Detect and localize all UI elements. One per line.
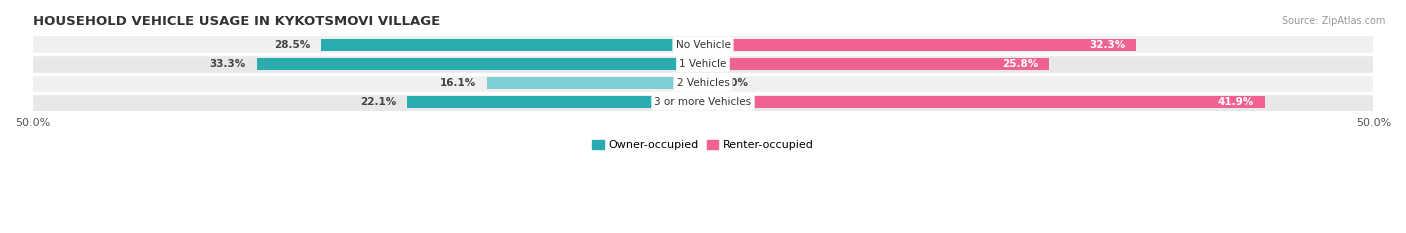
Bar — [486, 77, 703, 89]
Bar — [703, 39, 1136, 51]
Text: HOUSEHOLD VEHICLE USAGE IN KYKOTSMOVI VILLAGE: HOUSEHOLD VEHICLE USAGE IN KYKOTSMOVI VI… — [32, 15, 440, 28]
Text: 0.0%: 0.0% — [718, 78, 748, 88]
Bar — [32, 74, 1374, 92]
Text: No Vehicle: No Vehicle — [675, 40, 731, 50]
Text: Source: ZipAtlas.com: Source: ZipAtlas.com — [1281, 16, 1385, 26]
Bar — [321, 39, 703, 51]
Bar — [32, 55, 1374, 73]
Text: 16.1%: 16.1% — [440, 78, 477, 88]
Text: 33.3%: 33.3% — [209, 59, 246, 69]
Text: 32.3%: 32.3% — [1090, 40, 1125, 50]
Bar — [32, 94, 1374, 111]
Bar — [32, 36, 1374, 54]
Text: 25.8%: 25.8% — [1002, 59, 1038, 69]
Text: 28.5%: 28.5% — [274, 40, 311, 50]
Legend: Owner-occupied, Renter-occupied: Owner-occupied, Renter-occupied — [592, 140, 814, 150]
Text: 41.9%: 41.9% — [1218, 97, 1254, 107]
Bar — [406, 96, 703, 108]
Bar — [256, 58, 703, 70]
Text: 22.1%: 22.1% — [360, 97, 396, 107]
Bar — [703, 58, 1049, 70]
Text: 2 Vehicles: 2 Vehicles — [676, 78, 730, 88]
Text: 3 or more Vehicles: 3 or more Vehicles — [654, 97, 752, 107]
Text: 1 Vehicle: 1 Vehicle — [679, 59, 727, 69]
Bar — [703, 96, 1265, 108]
